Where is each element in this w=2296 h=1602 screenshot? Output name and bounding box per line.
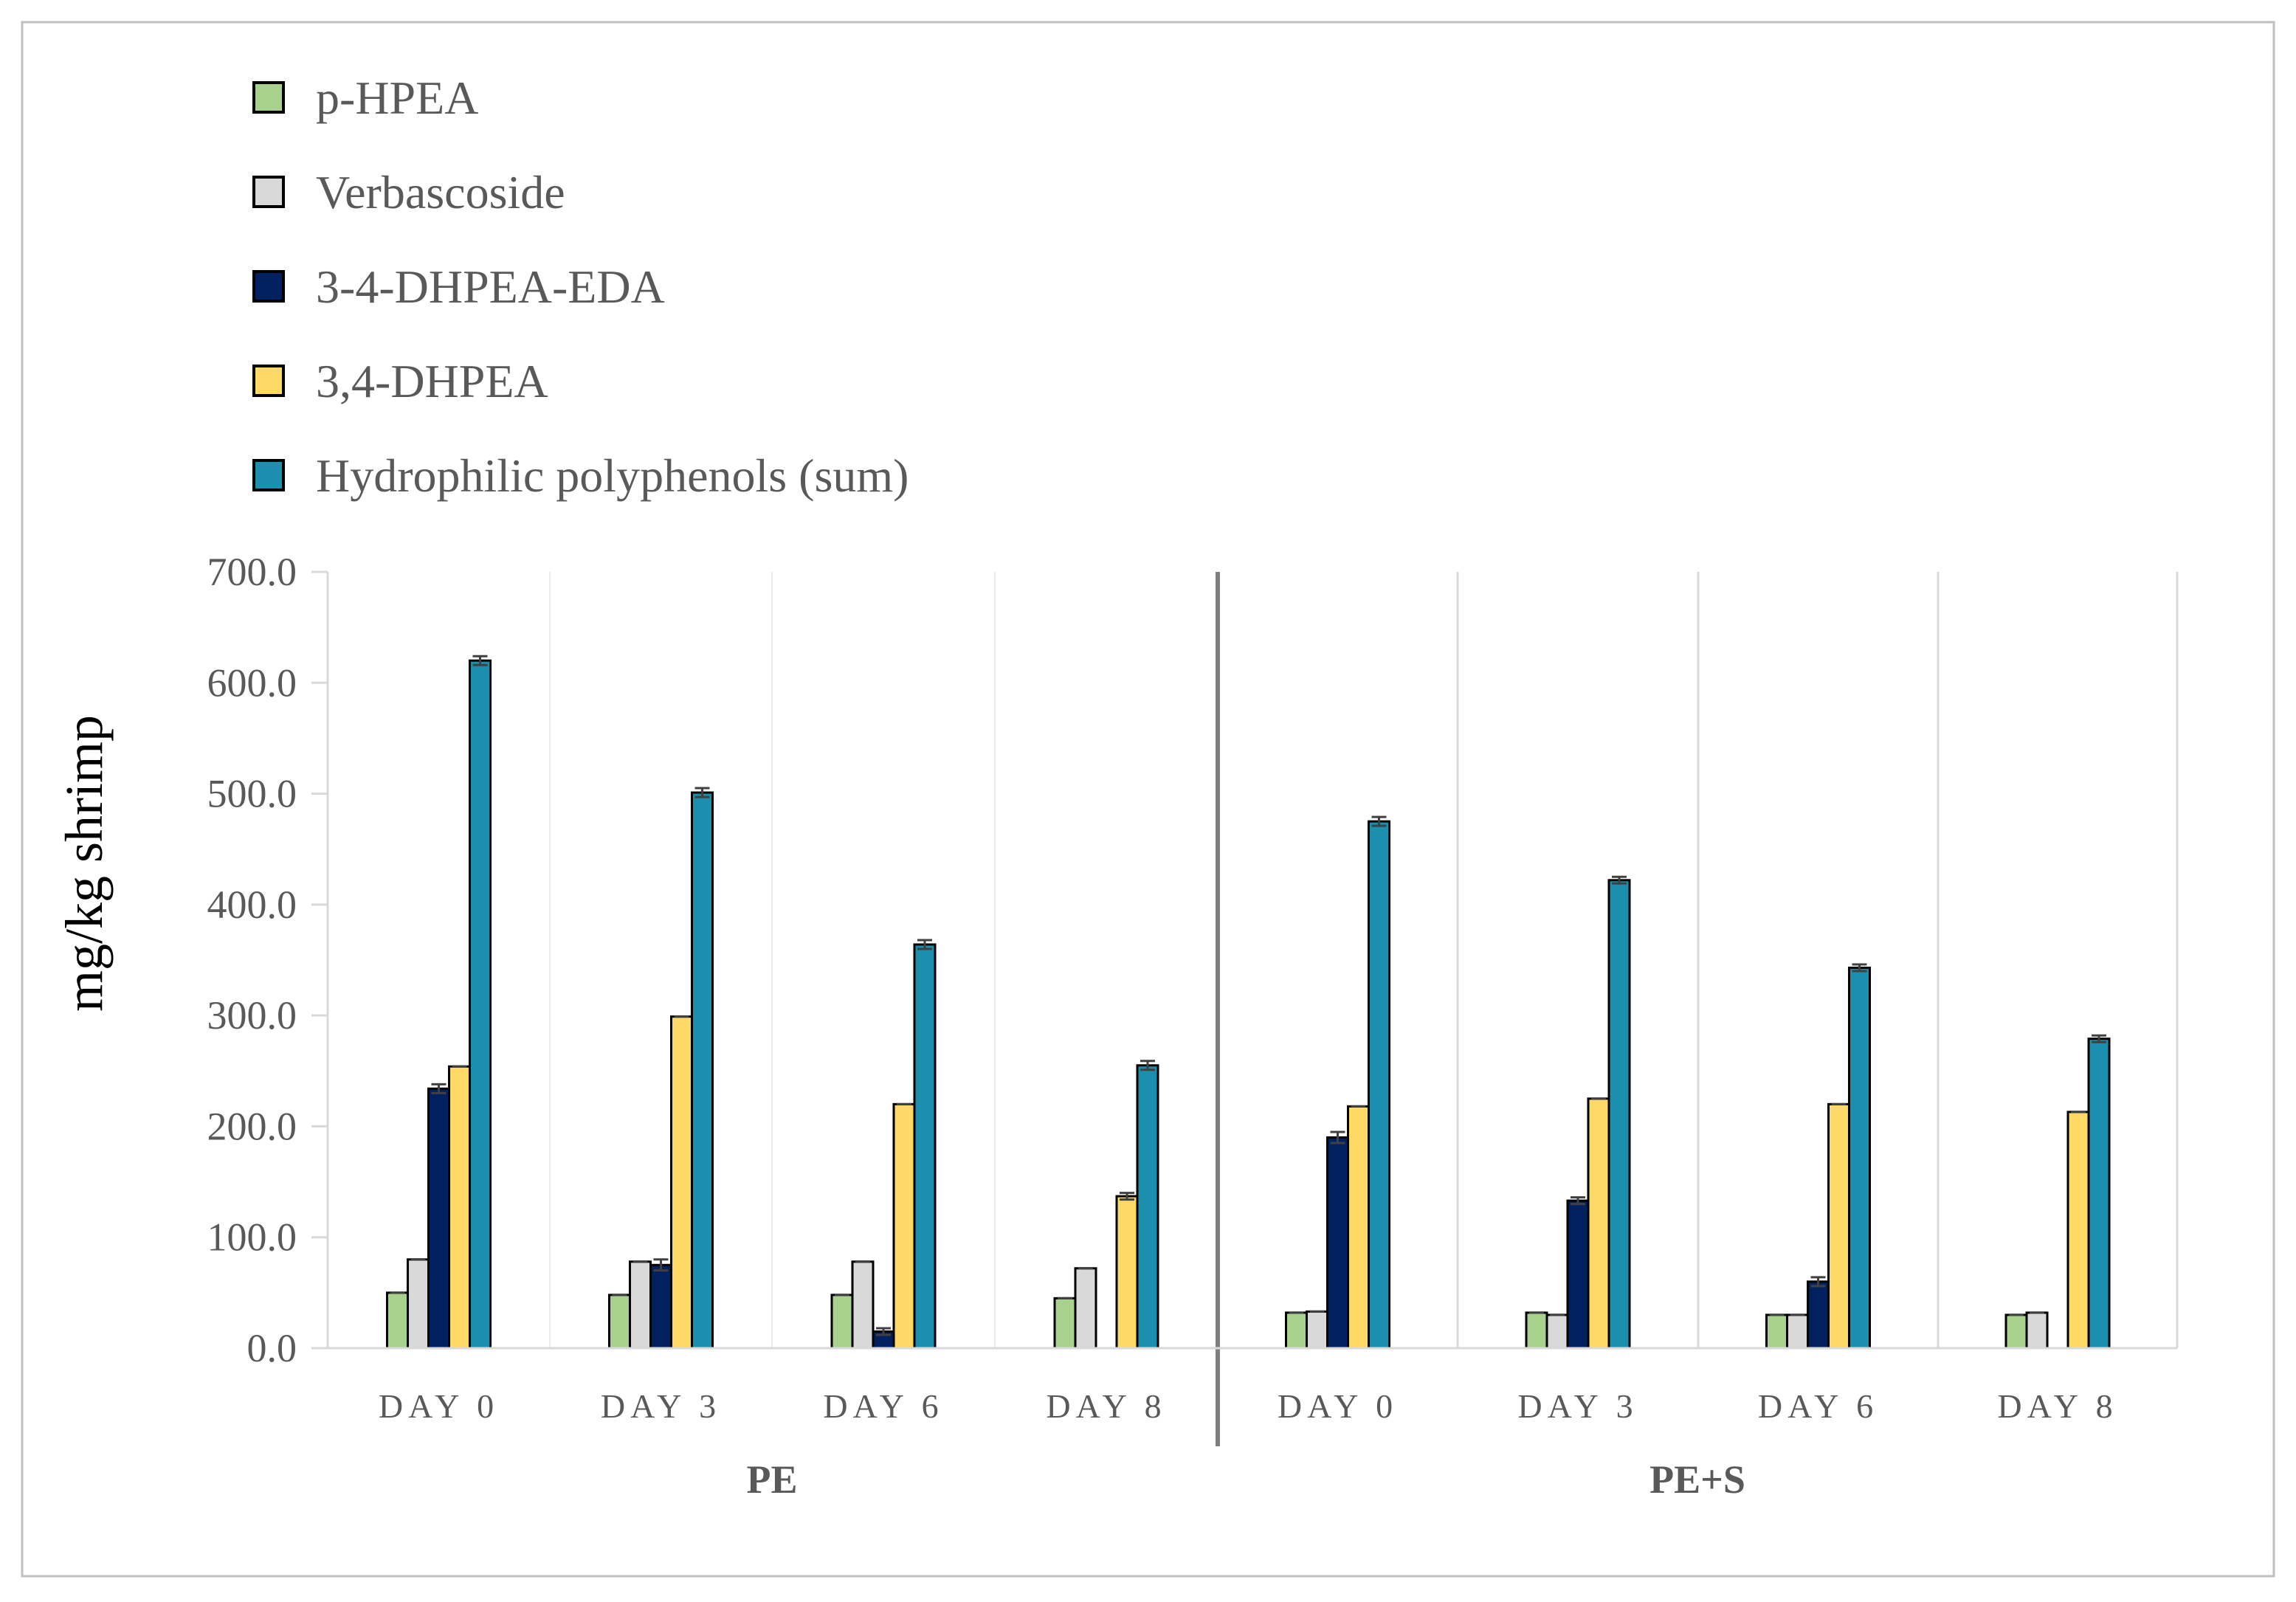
bar: [2027, 1313, 2047, 1348]
x-category-label: DAY 0: [1278, 1387, 1398, 1425]
legend-swatch: [254, 366, 283, 396]
legend-label: 3,4-DHPEA: [316, 355, 548, 407]
bar: [630, 1262, 651, 1348]
bar: [1307, 1311, 1328, 1348]
bar: [1137, 1066, 1158, 1348]
bar: [2006, 1315, 2027, 1348]
bar: [832, 1295, 852, 1348]
bar: [852, 1262, 873, 1348]
bar: [1369, 821, 1390, 1348]
x-category-label: DAY 0: [379, 1387, 499, 1425]
y-tick-label: 100.0: [207, 1215, 297, 1260]
bar: [1117, 1196, 1137, 1348]
bar: [429, 1088, 449, 1348]
x-category-label: DAY 6: [1758, 1387, 1878, 1425]
bar: [470, 660, 491, 1348]
bar: [672, 1017, 692, 1348]
bar: [610, 1295, 630, 1348]
legend-label: Verbascoside: [316, 166, 565, 218]
legend-label: Hydrophilic polyphenols (sum): [316, 449, 909, 502]
legend-swatch: [254, 272, 283, 301]
bar: [1286, 1313, 1307, 1348]
bar: [1787, 1315, 1808, 1348]
bar: [2089, 1039, 2109, 1348]
y-tick-label: 200.0: [207, 1104, 297, 1148]
bar: [1568, 1201, 1588, 1348]
x-category-label: DAY 6: [823, 1387, 943, 1425]
bar: [1348, 1106, 1369, 1348]
x-category-label: DAY 3: [1517, 1387, 1638, 1425]
bar: [914, 945, 935, 1348]
legend-label: 3-4-DHPEA-EDA: [316, 260, 665, 313]
bar: [651, 1265, 672, 1348]
bar: [1829, 1104, 1849, 1348]
legend-swatch: [254, 83, 283, 112]
bar: [387, 1293, 408, 1348]
group-label: PE: [746, 1457, 797, 1502]
x-category-label: DAY 8: [1046, 1387, 1166, 1425]
y-axis-title: mg/kg shrimp: [55, 715, 114, 1012]
bar: [1075, 1268, 1096, 1348]
bar: [408, 1260, 429, 1348]
bar: [1526, 1313, 1547, 1348]
bar: [1328, 1137, 1348, 1348]
legend-label: p-HPEA: [316, 72, 478, 124]
bar: [894, 1104, 914, 1348]
legend-swatch: [254, 460, 283, 490]
y-tick-label: 300.0: [207, 993, 297, 1037]
x-category-label: DAY 3: [601, 1387, 721, 1425]
bar: [1588, 1099, 1609, 1348]
bar: [1547, 1315, 1568, 1348]
group-label: PE+S: [1649, 1457, 1745, 1502]
bar: [1849, 968, 1870, 1348]
bar: [1055, 1298, 1075, 1348]
bar: [2068, 1112, 2089, 1348]
y-tick-label: 600.0: [207, 660, 297, 705]
bar: [449, 1066, 470, 1348]
bar: [1808, 1282, 1829, 1348]
y-tick-label: 700.0: [207, 550, 297, 594]
x-category-label: DAY 8: [1997, 1387, 2117, 1425]
y-tick-label: 400.0: [207, 883, 297, 927]
bar: [1767, 1315, 1787, 1348]
legend-swatch: [254, 177, 283, 207]
y-tick-label: 500.0: [207, 772, 297, 816]
bar: [1609, 880, 1630, 1348]
bar: [692, 793, 713, 1348]
y-tick-label: 0.0: [247, 1326, 297, 1370]
